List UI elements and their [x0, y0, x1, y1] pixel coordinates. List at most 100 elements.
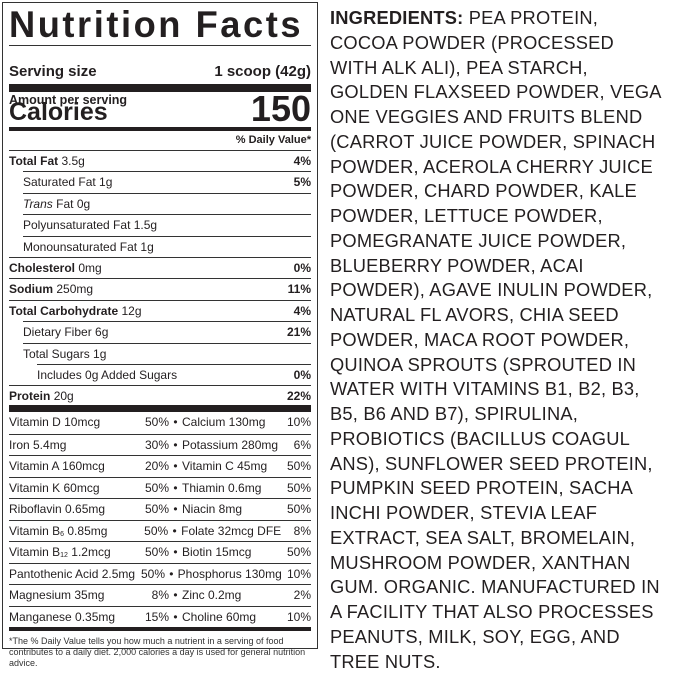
- ingredients-text-line: ANS), SUNFLOWER SEED PROTEIN,: [330, 452, 653, 474]
- nutrient-amount: 0mg: [78, 260, 102, 275]
- vitamin-subscript: 12: [60, 552, 68, 560]
- bullet-separator: •: [173, 609, 178, 624]
- vitamin-percent: 10%: [286, 415, 311, 430]
- nutrient-percent: 4%: [293, 303, 311, 318]
- nutrient-row: Trans Fat 0g: [23, 192, 311, 214]
- vitamin-label: Vitamin B: [9, 523, 61, 538]
- nutrient-label: Total Sugars 1g: [23, 346, 107, 361]
- ingredients-line: WATER WITH VITAMINS B1, B2, B3,: [330, 377, 679, 402]
- vitamin-percent: 10%: [286, 566, 311, 581]
- ingredients-text-line: B5, B6 AND B7), SPIRULINA,: [330, 403, 579, 424]
- ingredients-line: (CARROT JUICE POWDER, SPINACH: [330, 130, 679, 155]
- vitamin-name: Vitamin A 160mcg: [9, 456, 139, 477]
- nutrient-name: Saturated Fat 1g: [23, 172, 112, 192]
- nutrient-label: Sodium: [9, 282, 53, 297]
- ingredients-line: NATURAL FL AVORS, CHIA SEED: [330, 303, 679, 328]
- bullet-separator: •: [173, 545, 178, 560]
- nutrient-name: Monounsaturated Fat 1g: [23, 237, 154, 257]
- thick-divider: [9, 84, 311, 92]
- vitamin-name: Phosphorus 130mg: [178, 564, 282, 585]
- vitamin-label: Phosphorus 130mg: [177, 566, 282, 581]
- vitamin-percent: 50%: [140, 566, 165, 581]
- vitamin-name: Thiamin 0.6mg: [182, 478, 281, 499]
- ingredients-line: TREE NUTS.: [330, 650, 679, 675]
- vitamin-percent: 20%: [144, 459, 169, 474]
- ingredients-line: QUINOA SPROUTS (SPROUTED IN: [330, 353, 679, 378]
- ingredients-text: INGREDIENTS: PEA PROTEIN, COCOA POWDER (P…: [330, 6, 679, 674]
- vitamin-percent: 15%: [144, 609, 169, 624]
- vitamin-label: Calcium 130mg: [182, 415, 266, 430]
- ingredients-text-line: PEANUTS, MILK, SOY, EGG, AND: [330, 625, 620, 647]
- vitamin-name: Calcium 130mg: [182, 412, 281, 434]
- vitamin-name: Vitamin B6 0.85mg: [9, 521, 138, 542]
- ingredients-text-line: POWDER), AGAVE INULIN POWDER,: [330, 279, 653, 301]
- nutrient-percent: 5%: [293, 175, 311, 190]
- nutrient-row: Monounsaturated Fat 1g: [23, 235, 311, 257]
- nutrient-row: Includes 0g Added Sugars 0%: [37, 363, 311, 385]
- ingredients-line: WITH ALK ALI), PEA STARCH,: [330, 56, 679, 81]
- label-title: Nutrition Facts: [9, 4, 304, 45]
- vitamin-name: Niacin 8mg: [182, 499, 281, 520]
- vitamin-row: Pantothenic Acid 2.5mg 50% • Phosphorus 130…: [9, 562, 311, 585]
- vitamin-name: Choline 60mg: [182, 607, 281, 628]
- vitamin-row: Manganese 0.35mg 15% • Choline 60mg 10%: [9, 605, 311, 628]
- vitamin-label: Vitamin A 160mcg: [9, 459, 105, 474]
- vitamin-name: Vitamin C 45mg: [182, 456, 281, 477]
- vitamin-percent: 50%: [286, 502, 311, 517]
- nutrient-percent: 22%: [286, 389, 311, 404]
- nutrient-name: Total Fat 3.5g: [9, 151, 85, 171]
- nutrient-label: Polyunsaturated Fat 1.5g: [23, 218, 158, 233]
- vitamin-label: Biotin 15mcg: [182, 545, 252, 560]
- vitamin-percent: 50%: [144, 545, 169, 560]
- nutrient-percent: 11%: [287, 282, 311, 297]
- vitamin-name: Magnesium 35mg: [9, 585, 139, 606]
- daily-value-header: % Daily Value*: [235, 134, 311, 146]
- vitamin-label: Manganese 0.35mg: [9, 609, 116, 624]
- vitamin-subscript: 6: [60, 530, 65, 538]
- nutrient-name: Total Carbohydrate 12g: [9, 301, 142, 321]
- vitamin-percent: 50%: [144, 523, 169, 538]
- vitamin-list: Vitamin D 10mcg 50% • Calcium 130mg 10% Iron …: [9, 412, 311, 627]
- ingredients-line: INGREDIENTS: PEA PROTEIN,: [330, 6, 679, 31]
- ingredients-heading: INGREDIENTS:: [330, 7, 464, 28]
- vitamin-name: Potassium 280mg: [182, 435, 281, 456]
- nutrient-name: Includes 0g Added Sugars: [37, 365, 177, 385]
- ingredients-text-line: NATURAL FL AVORS, CHIA SEED: [330, 304, 619, 325]
- vitamin-label: Magnesium 35mg: [9, 588, 105, 603]
- ingredients-line: POWDER, CHARD POWDER, KALE: [330, 179, 679, 204]
- calories-value: 150: [250, 88, 311, 129]
- nutrient-percent: 0%: [293, 367, 311, 382]
- ingredients-text-line: WITH ALK ALI), PEA STARCH,: [330, 56, 588, 78]
- serving-size-label: Serving size: [9, 63, 97, 80]
- nutrient-row: Total Sugars 1g: [23, 342, 311, 364]
- bullet-separator: •: [173, 588, 178, 603]
- vitamin-name: Biotin 15mcg: [182, 542, 281, 563]
- ingredients-text-line: MUSHROOM POWDER, XANTHAN: [330, 551, 631, 573]
- ingredients-text-line: POWDER, LETTUCE POWDER,: [330, 205, 603, 226]
- vitamin-name: Folate 32mcg DFE: [181, 521, 281, 542]
- ingredients-text-line: COCOA POWDER (PROCESSED: [330, 31, 614, 53]
- nutrient-row: Protein 20g 22%: [9, 385, 311, 405]
- ingredients-line: POMEGRANATE JUICE POWDER,: [330, 229, 679, 254]
- nutrient-name: Trans Fat 0g: [23, 194, 90, 214]
- nutrient-label: Trans: [23, 196, 53, 211]
- nutrient-percent: 0%: [293, 260, 311, 275]
- vitamin-amount: 0.85mg: [64, 523, 108, 538]
- nutrient-amount: 20g: [53, 389, 74, 404]
- ingredients-line: BLUEBERRY POWDER, ACAI: [330, 254, 679, 279]
- vitamin-percent: 8%: [293, 523, 311, 538]
- ingredients-line: MUSHROOM POWDER, XANTHAN: [330, 551, 679, 576]
- ingredients-line: INCHI POWDER, STEVIA LEAF: [330, 501, 679, 526]
- vitamin-label: Niacin 8mg: [182, 502, 243, 517]
- vitamin-row: Vitamin K 60mcg 50% • Thiamin 0.6mg 50%: [9, 476, 311, 499]
- vitamin-percent: 50%: [286, 480, 311, 495]
- vitamin-label: Vitamin D 10mcg: [9, 415, 101, 430]
- nutrient-name: Protein 20g: [9, 386, 74, 405]
- ingredients-line: PROBIOTICS (BACILLUS COAGUL: [330, 427, 679, 452]
- ingredients-line: ONE VEGGIES AND FRUITS BLEND: [330, 105, 679, 130]
- vitamin-percent: 50%: [144, 502, 169, 517]
- vitamin-percent: 10%: [286, 609, 311, 624]
- ingredients-line: ANS), SUNFLOWER SEED PROTEIN,: [330, 452, 679, 477]
- nutrient-name: Polyunsaturated Fat 1.5g: [23, 215, 157, 235]
- ingredients-text-line: PEA PROTEIN,: [463, 7, 599, 28]
